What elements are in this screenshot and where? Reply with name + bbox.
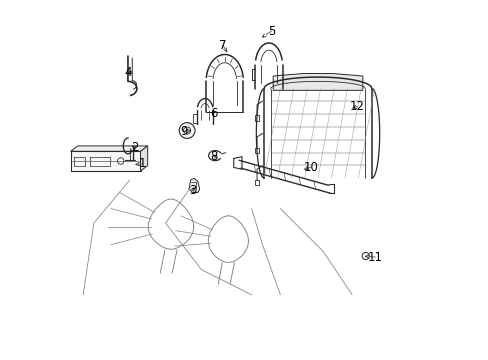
Text: 4: 4	[124, 66, 131, 79]
Text: 5: 5	[267, 25, 275, 38]
Polygon shape	[140, 146, 147, 171]
Text: 12: 12	[349, 100, 364, 113]
Circle shape	[179, 123, 195, 138]
Polygon shape	[70, 151, 140, 171]
Text: 7: 7	[219, 39, 226, 52]
Text: 2: 2	[131, 141, 139, 154]
Polygon shape	[188, 178, 199, 193]
Text: 3: 3	[188, 184, 196, 197]
Text: 1: 1	[138, 157, 146, 170]
Polygon shape	[273, 73, 362, 90]
Text: 9: 9	[180, 125, 187, 138]
Text: 6: 6	[210, 107, 217, 120]
Circle shape	[362, 252, 368, 260]
Polygon shape	[70, 146, 147, 151]
Text: 11: 11	[367, 251, 382, 264]
Text: 8: 8	[210, 150, 217, 163]
Text: 10: 10	[303, 161, 318, 174]
